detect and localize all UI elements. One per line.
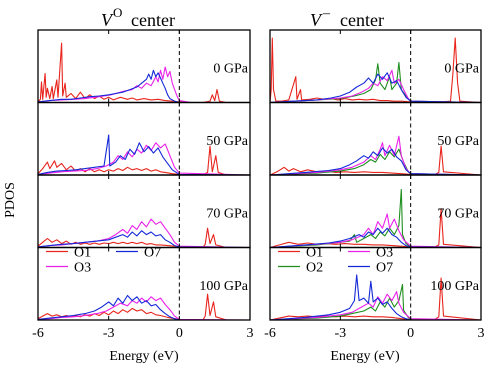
x-tick-label: 0	[176, 326, 183, 341]
series-line-o7	[37, 294, 250, 321]
x-tick-label: 3	[247, 326, 254, 341]
chart-vminus-title-rest: center	[340, 10, 384, 30]
chart-v0-x-axis-label: Energy (eV)	[109, 349, 179, 364]
chart-v0-center: V O center 0 GPa 50 GPa 70 GPa O1 O7 O3 100 GP…	[32, 5, 253, 364]
series-line-o1	[37, 145, 250, 176]
series-line-o1	[37, 227, 250, 249]
chart-v0-title-rest: center	[131, 10, 175, 30]
panel-0-gpa: 0 GPa	[37, 29, 251, 104]
series-line-o3	[37, 66, 250, 104]
series-line-o2	[269, 188, 482, 249]
panel-70-gpa: 70 GPa O1 O7 O3	[37, 174, 251, 276]
panel-pressure-label: 100 GPa	[199, 279, 248, 294]
chart-vminus-title-superscript: –	[322, 6, 331, 21]
panel-pressure-label: 50 GPa	[437, 134, 479, 149]
panel-100-gpa: 100 GPa	[37, 246, 251, 321]
panel-pressure-label: 50 GPa	[206, 134, 248, 149]
x-tick-label: -6	[264, 326, 276, 341]
series-line-o1	[269, 208, 482, 249]
chart-v0-title-superscript: O	[113, 5, 122, 20]
chart-v0-title-letter: V	[101, 10, 114, 30]
legend-label-o1: O1	[306, 246, 323, 261]
x-tick-label: -3	[334, 326, 346, 341]
panel-pressure-label: 0 GPa	[213, 61, 248, 76]
legend-label-o1: O1	[74, 246, 91, 261]
series-line-o1	[269, 277, 482, 321]
series-line-o2	[269, 283, 482, 321]
panel-70-gpa: 70 GPa O1 O3 O2 O7	[269, 174, 482, 276]
panel-pressure-label: 0 GPa	[444, 61, 479, 76]
legend: O1 O3 O2 O7	[278, 246, 393, 276]
panel-50-gpa: 50 GPa	[269, 101, 482, 176]
series-line-o7	[269, 72, 482, 104]
series-line-o3	[269, 69, 482, 104]
panel-100-gpa: 100 GPa	[269, 246, 482, 321]
panel-frame	[269, 246, 482, 321]
series-line-o7	[37, 134, 251, 176]
series-line-o3	[37, 296, 251, 321]
legend-label-o2: O2	[306, 261, 323, 276]
series-line-o1	[269, 145, 482, 176]
chart-vminus-x-axis-label: Energy (eV)	[330, 349, 400, 364]
series-line-o7	[269, 274, 481, 321]
chart-v-minus-center: V – center 0 GPa 50 GPa 70 GPa O1 O3 O2 O7 100 …	[264, 6, 484, 364]
x-tick-label: 3	[478, 326, 485, 341]
y-axis-label: PDOS	[3, 182, 18, 218]
panel-50-gpa: 50 GPa	[37, 101, 251, 176]
series-line-o7	[269, 227, 482, 249]
series-line-o3	[269, 291, 482, 321]
x-tick-label: -6	[32, 326, 44, 341]
x-tick-label: -3	[103, 326, 115, 341]
panel-pressure-label: 100 GPa	[430, 279, 479, 294]
legend-label-o3: O3	[376, 246, 393, 261]
x-tick-label: 0	[407, 326, 414, 341]
series-line-o3	[37, 142, 251, 176]
series-line-o3	[269, 135, 482, 176]
panel-frame	[37, 246, 251, 321]
series-line-o3	[269, 213, 482, 249]
legend: O1 O7 O3	[46, 246, 161, 276]
chart-vminus-title-letter: V	[310, 10, 323, 30]
legend-label-o3: O3	[74, 261, 91, 276]
chart-v0-panels: 0 GPa 50 GPa 70 GPa O1 O7 O3 100 GPa	[37, 29, 251, 321]
series-line-o7	[269, 147, 482, 176]
chart-v0-x-tick-labels: -6 -3 0 3	[32, 326, 253, 341]
panel-pressure-label: 70 GPa	[437, 206, 479, 221]
legend-label-o7: O7	[376, 261, 393, 276]
panel-0-gpa: 0 GPa	[269, 29, 482, 104]
panel-pressure-label: 70 GPa	[206, 206, 248, 221]
chart-vminus-panels: 0 GPa 50 GPa 70 GPa O1 O3 O2 O7 100 GPa	[269, 29, 482, 321]
series-line-o7	[37, 69, 250, 104]
legend-label-o7: O7	[144, 246, 161, 261]
series-line-o7	[37, 230, 251, 249]
chart-vminus-x-tick-labels: -6 -3 0 3	[264, 326, 484, 341]
